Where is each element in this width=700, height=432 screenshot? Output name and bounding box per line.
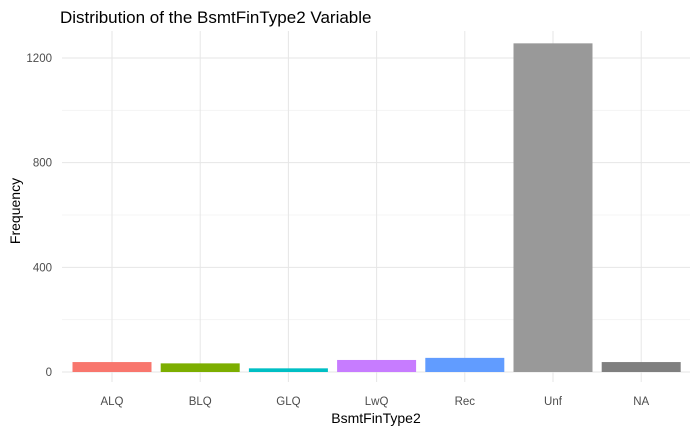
x-axis-ticks: ALQ BLQ GLQ LwQ Rec Unf NA (100, 396, 649, 408)
chart-title: Distribution of the BsmtFinType2 Variabl… (60, 8, 372, 27)
bar-unf (513, 43, 593, 372)
bar-lwq (337, 359, 417, 372)
y-tick-label: 400 (33, 262, 52, 274)
x-tick-label: ALQ (100, 396, 123, 408)
y-axis-ticks: 0 400 800 1200 (26, 53, 52, 379)
x-tick-label: Rec (455, 396, 476, 408)
bar-rec (425, 357, 505, 372)
x-tick-label: LwQ (365, 396, 389, 408)
x-tick-label: Unf (544, 396, 563, 408)
x-tick-label: BLQ (189, 396, 212, 408)
y-tick-label: 1200 (26, 53, 52, 65)
bar-alq (72, 362, 152, 372)
bars (72, 43, 681, 372)
y-tick-label: 800 (33, 158, 52, 170)
y-tick-label: 0 (46, 367, 52, 379)
x-tick-label: NA (633, 396, 649, 408)
y-axis-label: Frequency (7, 178, 23, 244)
bar-na (601, 362, 681, 372)
bar-blq (160, 363, 240, 372)
x-tick-label: GLQ (276, 396, 300, 408)
bar-glq (248, 368, 328, 372)
grid-lines (62, 31, 690, 382)
x-axis-label: BsmtFinType2 (331, 410, 421, 426)
